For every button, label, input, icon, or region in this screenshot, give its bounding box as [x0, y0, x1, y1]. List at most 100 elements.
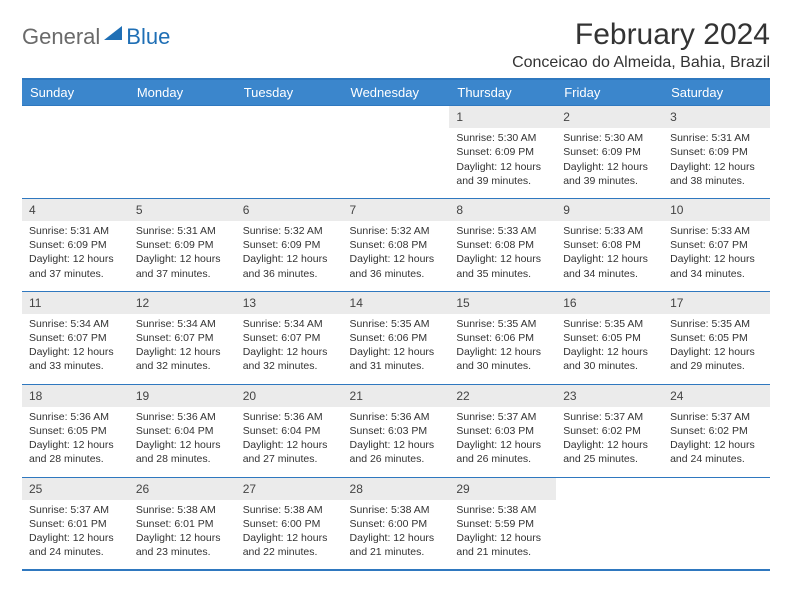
daylight-text: Daylight: 12 hours and 27 minutes.: [243, 438, 336, 466]
logo: General Blue: [22, 18, 170, 50]
calendar-cell: [663, 477, 770, 570]
day-content: Sunrise: 5:30 AMSunset: 6:09 PMDaylight:…: [449, 128, 556, 198]
sunset-text: Sunset: 6:07 PM: [243, 331, 336, 345]
sunrise-text: Sunrise: 5:38 AM: [456, 503, 549, 517]
day-number: 25: [22, 478, 129, 500]
calendar-body: 1Sunrise: 5:30 AMSunset: 6:09 PMDaylight…: [22, 106, 770, 571]
sunset-text: Sunset: 6:08 PM: [456, 238, 549, 252]
daylight-text: Daylight: 12 hours and 29 minutes.: [670, 345, 763, 373]
sunrise-text: Sunrise: 5:38 AM: [350, 503, 443, 517]
sunrise-text: Sunrise: 5:34 AM: [29, 317, 122, 331]
day-number: 18: [22, 385, 129, 407]
daylight-text: Daylight: 12 hours and 39 minutes.: [563, 160, 656, 188]
calendar-cell: [22, 106, 129, 199]
day-header: Tuesday: [236, 79, 343, 106]
sunset-text: Sunset: 5:59 PM: [456, 517, 549, 531]
day-content: Sunrise: 5:31 AMSunset: 6:09 PMDaylight:…: [129, 221, 236, 291]
calendar-cell: 17Sunrise: 5:35 AMSunset: 6:05 PMDayligh…: [663, 291, 770, 384]
sunrise-text: Sunrise: 5:36 AM: [29, 410, 122, 424]
sunrise-text: Sunrise: 5:34 AM: [243, 317, 336, 331]
daylight-text: Daylight: 12 hours and 21 minutes.: [350, 531, 443, 559]
calendar-cell: 24Sunrise: 5:37 AMSunset: 6:02 PMDayligh…: [663, 384, 770, 477]
calendar-header-row: SundayMondayTuesdayWednesdayThursdayFrid…: [22, 79, 770, 106]
sunset-text: Sunset: 6:00 PM: [350, 517, 443, 531]
calendar-cell: 14Sunrise: 5:35 AMSunset: 6:06 PMDayligh…: [343, 291, 450, 384]
sunset-text: Sunset: 6:05 PM: [29, 424, 122, 438]
sunset-text: Sunset: 6:07 PM: [670, 238, 763, 252]
daylight-text: Daylight: 12 hours and 36 minutes.: [243, 252, 336, 280]
sunset-text: Sunset: 6:07 PM: [29, 331, 122, 345]
day-number: 26: [129, 478, 236, 500]
sunset-text: Sunset: 6:04 PM: [136, 424, 229, 438]
sunrise-text: Sunrise: 5:36 AM: [350, 410, 443, 424]
sunset-text: Sunset: 6:09 PM: [563, 145, 656, 159]
calendar-cell: 5Sunrise: 5:31 AMSunset: 6:09 PMDaylight…: [129, 198, 236, 291]
calendar-table: SundayMondayTuesdayWednesdayThursdayFrid…: [22, 78, 770, 571]
calendar-cell: 15Sunrise: 5:35 AMSunset: 6:06 PMDayligh…: [449, 291, 556, 384]
calendar-cell: 27Sunrise: 5:38 AMSunset: 6:00 PMDayligh…: [236, 477, 343, 570]
day-header: Sunday: [22, 79, 129, 106]
daylight-text: Daylight: 12 hours and 35 minutes.: [456, 252, 549, 280]
sunset-text: Sunset: 6:06 PM: [350, 331, 443, 345]
daylight-text: Daylight: 12 hours and 24 minutes.: [670, 438, 763, 466]
calendar-cell: 7Sunrise: 5:32 AMSunset: 6:08 PMDaylight…: [343, 198, 450, 291]
calendar-cell: 2Sunrise: 5:30 AMSunset: 6:09 PMDaylight…: [556, 106, 663, 199]
calendar-cell: [556, 477, 663, 570]
daylight-text: Daylight: 12 hours and 38 minutes.: [670, 160, 763, 188]
day-content: Sunrise: 5:37 AMSunset: 6:03 PMDaylight:…: [449, 407, 556, 477]
daylight-text: Daylight: 12 hours and 28 minutes.: [136, 438, 229, 466]
day-number: 11: [22, 292, 129, 314]
daylight-text: Daylight: 12 hours and 34 minutes.: [670, 252, 763, 280]
sunrise-text: Sunrise: 5:33 AM: [456, 224, 549, 238]
day-number: 13: [236, 292, 343, 314]
day-content: Sunrise: 5:35 AMSunset: 6:06 PMDaylight:…: [343, 314, 450, 384]
sunrise-text: Sunrise: 5:34 AM: [136, 317, 229, 331]
day-content: Sunrise: 5:33 AMSunset: 6:08 PMDaylight:…: [449, 221, 556, 291]
day-content: Sunrise: 5:37 AMSunset: 6:01 PMDaylight:…: [22, 500, 129, 570]
daylight-text: Daylight: 12 hours and 37 minutes.: [29, 252, 122, 280]
sunrise-text: Sunrise: 5:35 AM: [563, 317, 656, 331]
calendar-cell: 21Sunrise: 5:36 AMSunset: 6:03 PMDayligh…: [343, 384, 450, 477]
daylight-text: Daylight: 12 hours and 26 minutes.: [456, 438, 549, 466]
day-content: Sunrise: 5:34 AMSunset: 6:07 PMDaylight:…: [129, 314, 236, 384]
calendar-cell: 9Sunrise: 5:33 AMSunset: 6:08 PMDaylight…: [556, 198, 663, 291]
calendar-cell: 3Sunrise: 5:31 AMSunset: 6:09 PMDaylight…: [663, 106, 770, 199]
week-daynum-row: 18Sunrise: 5:36 AMSunset: 6:05 PMDayligh…: [22, 384, 770, 477]
day-number: 20: [236, 385, 343, 407]
day-content: Sunrise: 5:33 AMSunset: 6:07 PMDaylight:…: [663, 221, 770, 291]
day-number: 27: [236, 478, 343, 500]
logo-triangle-icon: [104, 26, 122, 40]
sunrise-text: Sunrise: 5:32 AM: [243, 224, 336, 238]
day-content: Sunrise: 5:31 AMSunset: 6:09 PMDaylight:…: [22, 221, 129, 291]
day-number: 24: [663, 385, 770, 407]
day-content: Sunrise: 5:38 AMSunset: 6:00 PMDaylight:…: [236, 500, 343, 570]
sunset-text: Sunset: 6:01 PM: [29, 517, 122, 531]
sunset-text: Sunset: 6:09 PM: [670, 145, 763, 159]
sunset-text: Sunset: 6:01 PM: [136, 517, 229, 531]
calendar-cell: [236, 106, 343, 199]
day-number: 22: [449, 385, 556, 407]
sunrise-text: Sunrise: 5:31 AM: [670, 131, 763, 145]
daylight-text: Daylight: 12 hours and 36 minutes.: [350, 252, 443, 280]
calendar-cell: 6Sunrise: 5:32 AMSunset: 6:09 PMDaylight…: [236, 198, 343, 291]
calendar-cell: 16Sunrise: 5:35 AMSunset: 6:05 PMDayligh…: [556, 291, 663, 384]
sunrise-text: Sunrise: 5:37 AM: [563, 410, 656, 424]
sunset-text: Sunset: 6:02 PM: [563, 424, 656, 438]
day-header: Thursday: [449, 79, 556, 106]
day-number: 1: [449, 106, 556, 128]
day-number: 9: [556, 199, 663, 221]
day-content: Sunrise: 5:36 AMSunset: 6:05 PMDaylight:…: [22, 407, 129, 477]
day-number: 12: [129, 292, 236, 314]
week-daynum-row: 4Sunrise: 5:31 AMSunset: 6:09 PMDaylight…: [22, 198, 770, 291]
daylight-text: Daylight: 12 hours and 24 minutes.: [29, 531, 122, 559]
sunrise-text: Sunrise: 5:35 AM: [350, 317, 443, 331]
day-content: Sunrise: 5:32 AMSunset: 6:09 PMDaylight:…: [236, 221, 343, 291]
sunrise-text: Sunrise: 5:38 AM: [136, 503, 229, 517]
day-content: Sunrise: 5:34 AMSunset: 6:07 PMDaylight:…: [236, 314, 343, 384]
sunrise-text: Sunrise: 5:35 AM: [670, 317, 763, 331]
sunset-text: Sunset: 6:09 PM: [29, 238, 122, 252]
calendar-cell: 8Sunrise: 5:33 AMSunset: 6:08 PMDaylight…: [449, 198, 556, 291]
sunset-text: Sunset: 6:00 PM: [243, 517, 336, 531]
day-content: [556, 484, 663, 497]
sunrise-text: Sunrise: 5:36 AM: [243, 410, 336, 424]
